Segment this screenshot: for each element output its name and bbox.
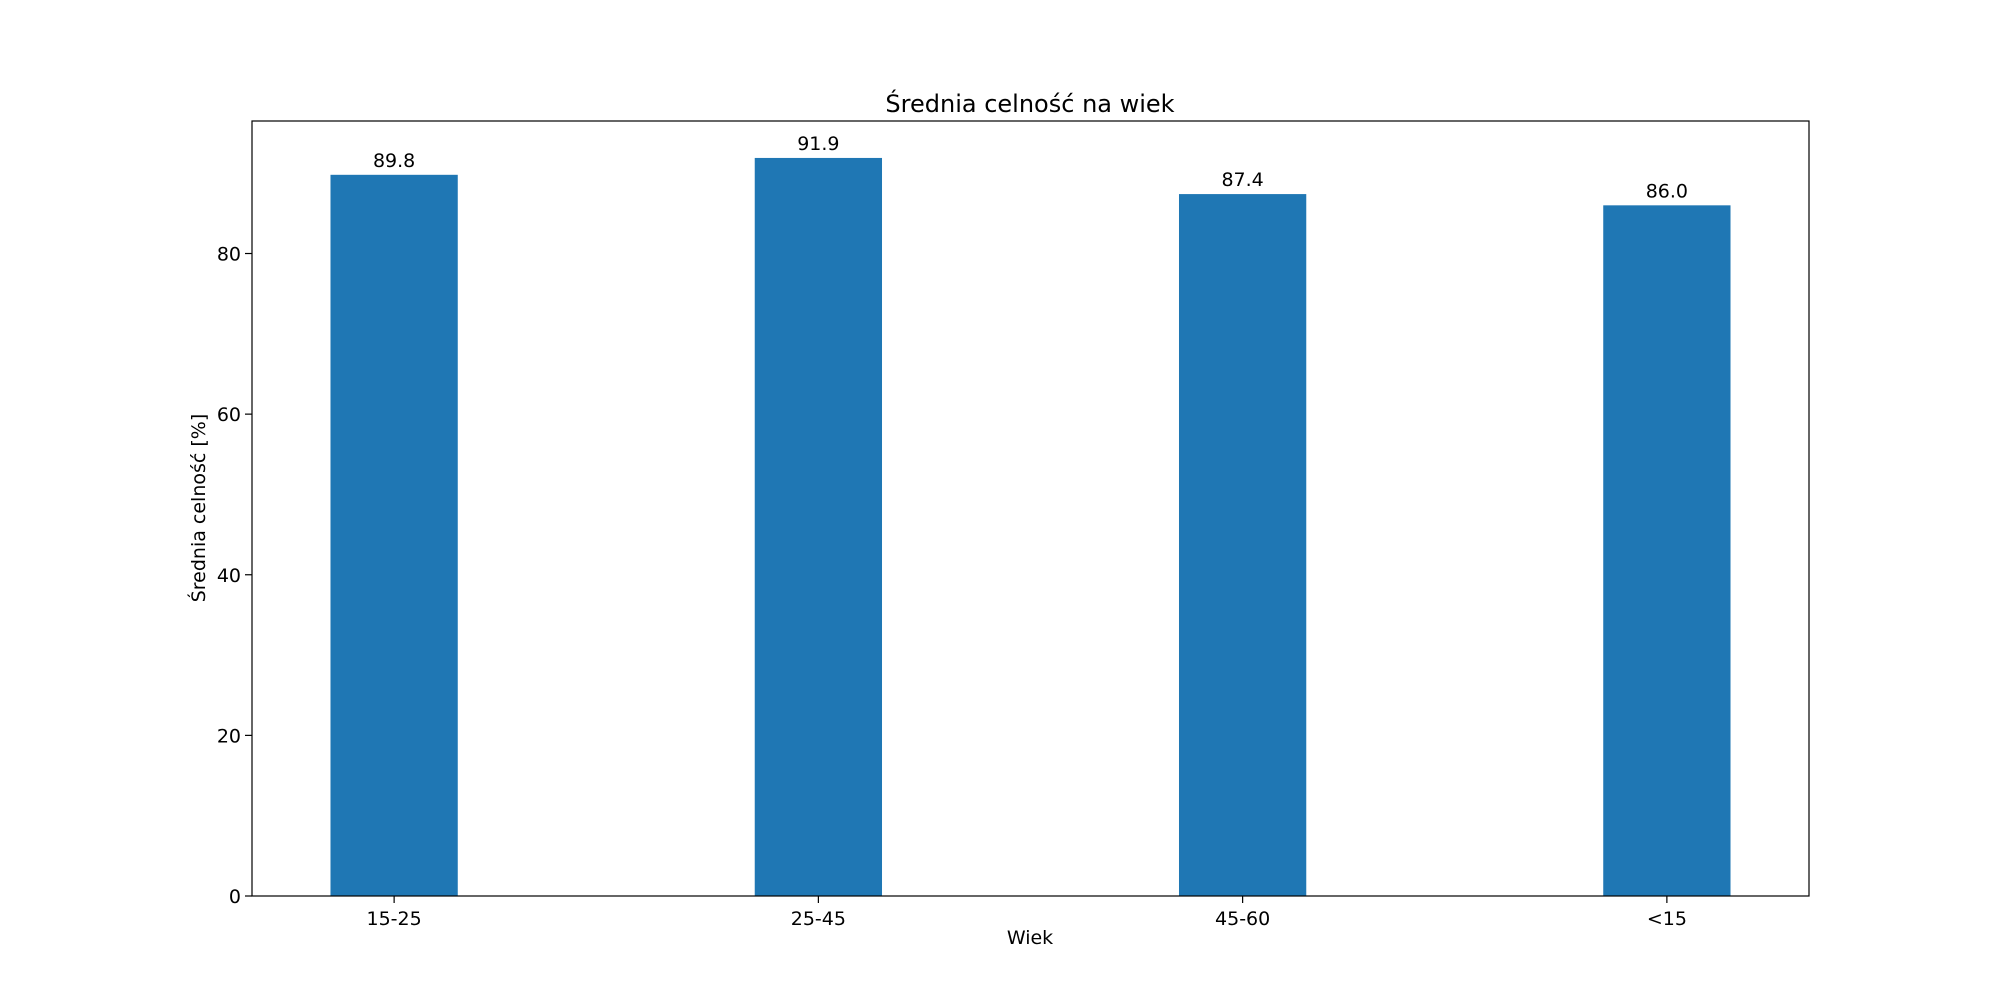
x-axis-label: Wiek [1007,927,1053,949]
bar-<15 [1603,205,1731,897]
plot-frame [251,120,1810,897]
bar-value-label: 86.0 [1646,180,1688,202]
x-tick-label: 45-60 [1215,908,1270,930]
y-tick-label: 20 [217,725,241,747]
y-axis-ticks: 0 20 40 60 80 [217,244,252,908]
y-axis-label: Średnia celność [%] [186,414,210,603]
bar-15-25 [330,174,458,896]
chart-title: Średnia celność na wiek [885,88,1174,118]
bar-value-label: 87.4 [1221,169,1263,191]
y-tick-label: 80 [217,244,241,266]
y-tick-label: 60 [217,404,241,426]
x-axis-ticks: 15-25 25-45 45-60 <15 [367,896,1687,930]
x-tick-label: <15 [1647,908,1687,930]
x-tick-label: 15-25 [367,908,422,930]
bar-45-60 [1178,194,1307,897]
y-tick-label: 0 [229,886,241,908]
bar-value-label: 89.8 [373,150,415,172]
bar-value-label: 91.9 [797,133,839,155]
y-tick-label: 40 [217,565,241,587]
bars-layer [330,157,1731,897]
x-tick-label: 25-45 [791,908,846,930]
bar-25-45 [754,157,883,897]
value-labels-layer: 89.8 91.9 87.4 86.0 [373,133,1688,202]
